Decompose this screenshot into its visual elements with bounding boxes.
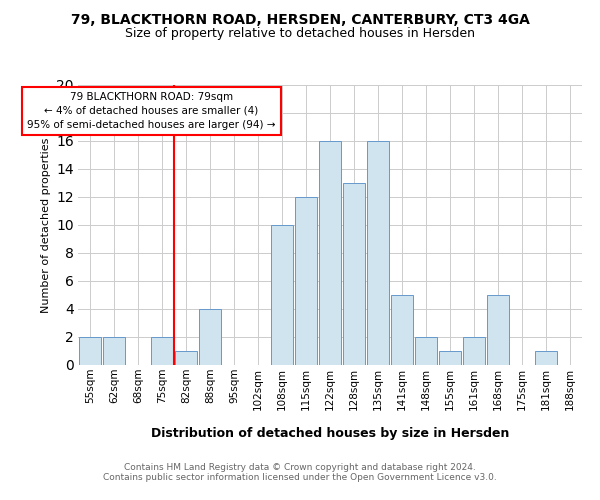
Text: Size of property relative to detached houses in Hersden: Size of property relative to detached ho… [125, 28, 475, 40]
Bar [271, 225, 293, 365]
Text: Contains public sector information licensed under the Open Government Licence v3: Contains public sector information licen… [103, 472, 497, 482]
Bar [295, 197, 317, 365]
Bar [391, 295, 413, 365]
Bar [487, 295, 509, 365]
Bar [151, 337, 173, 365]
Bar [199, 309, 221, 365]
Y-axis label: Number of detached properties: Number of detached properties [41, 138, 50, 312]
Bar [175, 351, 197, 365]
Bar [343, 183, 365, 365]
Bar [463, 337, 485, 365]
Text: Distribution of detached houses by size in Hersden: Distribution of detached houses by size … [151, 428, 509, 440]
Bar [415, 337, 437, 365]
Bar [319, 141, 341, 365]
Bar [103, 337, 125, 365]
Text: 79, BLACKTHORN ROAD, HERSDEN, CANTERBURY, CT3 4GA: 79, BLACKTHORN ROAD, HERSDEN, CANTERBURY… [71, 12, 529, 26]
Text: 79 BLACKTHORN ROAD: 79sqm
← 4% of detached houses are smaller (4)
95% of semi-de: 79 BLACKTHORN ROAD: 79sqm ← 4% of detach… [27, 92, 275, 130]
Text: Contains HM Land Registry data © Crown copyright and database right 2024.: Contains HM Land Registry data © Crown c… [124, 462, 476, 471]
Bar [439, 351, 461, 365]
Bar [535, 351, 557, 365]
Bar [367, 141, 389, 365]
Bar [79, 337, 101, 365]
